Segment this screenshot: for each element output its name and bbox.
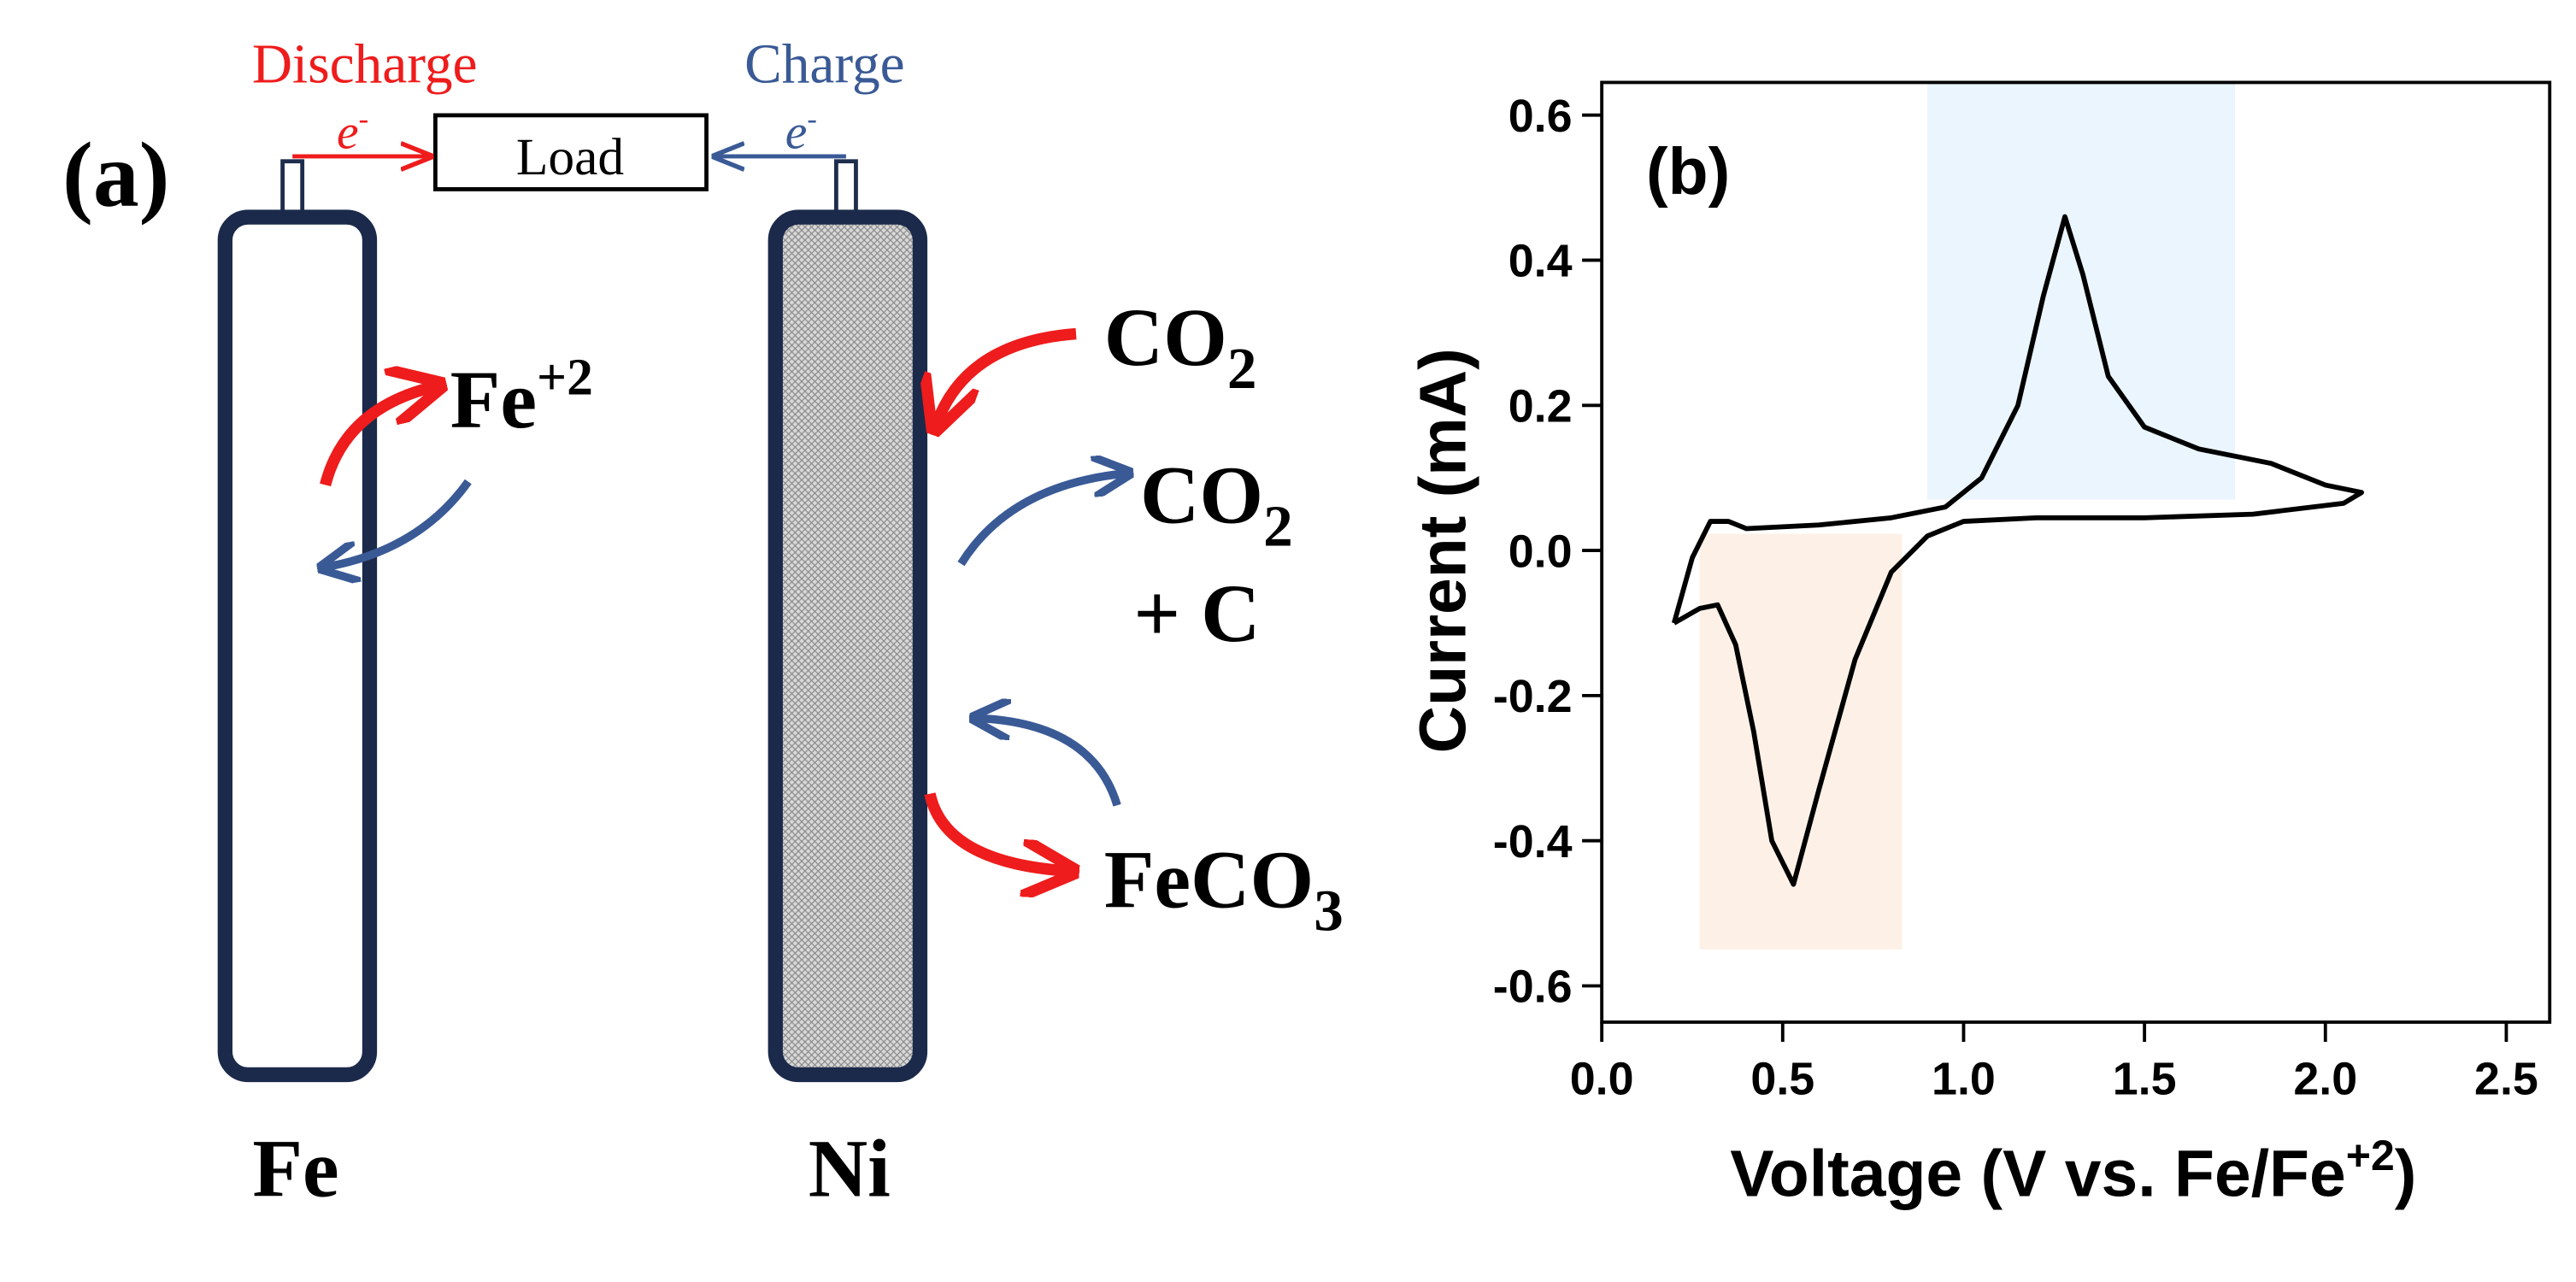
load-label: Load	[516, 128, 624, 186]
load-box	[432, 113, 709, 191]
product: FeCO	[1104, 833, 1314, 925]
charge-label: Charge	[744, 33, 905, 95]
x-tick-label: 2.5	[2474, 1054, 2538, 1105]
curved-arrow	[957, 473, 1125, 567]
y-tick-label: 0.2	[1509, 380, 1573, 432]
y-tick-label: -0.6	[1493, 962, 1573, 1013]
curved-arrow	[924, 792, 1067, 871]
ion: Fe	[450, 354, 537, 445]
electron: e	[785, 105, 808, 159]
fe-electrode	[217, 209, 378, 1083]
x-axis-title: Voltage (V vs. Fe/Fe+2)	[1730, 1132, 2416, 1211]
y-tick-label: 0.4	[1509, 236, 1573, 287]
y-axis-title: Current (mA)	[1407, 348, 1480, 753]
curved-arrow	[320, 386, 436, 487]
ni-electrode	[768, 209, 928, 1083]
terminal	[280, 159, 305, 216]
shaded-region	[1927, 82, 2235, 500]
x-axis-title-sup: +2	[2346, 1132, 2395, 1179]
plot-frame	[1600, 80, 2552, 1024]
curved-arrow	[326, 479, 472, 567]
gas-in-label: CO2	[1104, 291, 1257, 401]
y-tick-label: -0.4	[1493, 816, 1573, 867]
electron-charge: -	[807, 103, 817, 135]
panel-label: (b)	[1646, 135, 1730, 209]
electron: e	[337, 105, 359, 159]
product-label: FeCO3	[1104, 833, 1344, 943]
x-axis-title-main: Voltage (V vs. Fe/Fe	[1730, 1138, 2346, 1211]
curved-arrow	[978, 718, 1121, 807]
y-tick-label: -0.2	[1493, 671, 1573, 722]
ion-charge: +2	[537, 349, 593, 407]
panel-label: (a)	[62, 125, 170, 226]
x-axis-title-end: )	[2395, 1138, 2417, 1211]
gas-out-label: CO2	[1140, 450, 1293, 559]
gas-out-sub: 2	[1263, 493, 1293, 559]
product-sub: 3	[1314, 877, 1344, 943]
panel-b: Voltage (V vs. Fe/Fe+2) Current (mA) 0.0…	[1407, 80, 2552, 1211]
electrode-label: Fe	[252, 1123, 338, 1214]
y-tick-label: 0.6	[1509, 91, 1573, 142]
curved-arrow	[937, 327, 1077, 425]
gas-out-extra: + C	[1133, 567, 1260, 659]
ion-label: Fe+2	[450, 349, 593, 445]
x-tick-label: 2.0	[2293, 1054, 2357, 1105]
gas-out: CO	[1140, 450, 1263, 541]
terminal	[833, 159, 858, 216]
cv-curve	[1671, 214, 2365, 887]
x-tick-label: 1.0	[1932, 1054, 1996, 1105]
shaded-region	[1699, 533, 1903, 950]
electrode-label: Ni	[809, 1123, 891, 1214]
y-tick-label: 0.0	[1509, 526, 1573, 577]
discharge-label: Discharge	[252, 33, 478, 95]
electron-label: e-	[785, 103, 817, 159]
electron-label: e-	[337, 103, 368, 159]
gas-in: CO	[1104, 291, 1227, 383]
x-tick-label: 0.0	[1570, 1054, 1634, 1105]
electron-charge: -	[359, 103, 369, 135]
gas-in-sub: 2	[1227, 335, 1257, 401]
panel-a: (a) Discharge Charge Load e- e- Fe Ni Fe…	[62, 33, 1344, 1214]
x-tick-label: 0.5	[1750, 1054, 1814, 1105]
x-tick-label: 1.5	[2113, 1054, 2177, 1105]
